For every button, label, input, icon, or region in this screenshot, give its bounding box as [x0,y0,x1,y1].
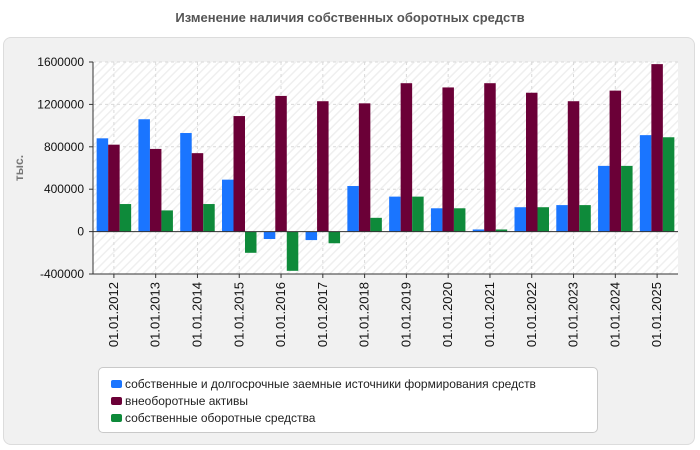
bar-series-2 [567,101,580,232]
x-tick-label: 01.01.2013 [148,282,163,347]
bar-series-3 [579,205,591,232]
x-tick-label: 01.01.2014 [189,282,204,347]
x-tick-label: 01.01.2021 [482,282,497,347]
bar-series-1 [556,205,568,232]
bar-series-3 [161,210,173,232]
bar-series-3 [119,204,132,232]
y-tick-label: 800000 [44,140,84,154]
bar-series-1 [514,207,526,232]
legend-label-working-capital: собственные оборотные средства [125,410,316,425]
y-tick-label: 400000 [44,182,84,196]
x-tick-label: 01.01.2018 [357,282,372,347]
bar-series-1 [263,231,276,240]
bar-series-1 [347,186,359,232]
y-axis-label: тыс. [12,155,26,181]
bar-series-1 [222,179,234,232]
bar-series-2 [400,83,413,232]
y-tick-label: -400000 [40,267,84,281]
legend-label-noncurrent-assets: внеоборотные активы [125,393,248,408]
y-tick-label: 1200000 [37,97,84,111]
bar-series-1 [305,231,318,241]
bar-series-3 [495,229,508,232]
bar-series-2 [484,83,496,232]
bar-series-1 [639,135,652,232]
bar-series-3 [621,165,633,232]
x-tick-label: 01.01.2019 [398,282,413,347]
bar-series-3 [245,231,257,253]
bar-series-2 [149,148,162,232]
x-tick-label: 01.01.2020 [440,282,455,347]
x-tick-label: 01.01.2016 [273,282,288,347]
x-tick-label: 01.01.2025 [649,282,664,347]
bar-series-3 [453,208,466,232]
bar-series-2 [526,92,538,232]
legend-swatch-noncurrent-assets [111,396,122,405]
legend-item-working-capital: собственные оборотные средства [99,409,597,426]
bar-series-1 [472,229,485,232]
y-tick-label: 0 [77,225,84,239]
bar-series-1 [389,196,401,232]
bar-series-3 [370,217,382,232]
x-tick-label: 01.01.2023 [566,282,581,347]
bar-series-2 [317,101,329,232]
bar-series-3 [537,207,549,232]
legend-swatch-working-capital [111,413,122,422]
bar-series-2 [275,95,287,232]
bar-series-2 [191,153,204,232]
legend: собственные и долгосрочные заемные источ… [98,367,598,433]
bar-series-1 [180,133,192,232]
bar-series-1 [430,208,443,232]
legend-item-sources: собственные и долгосрочные заемные источ… [99,375,597,392]
bar-series-3 [203,204,215,232]
legend-item-noncurrent-assets: внеоборотные активы [99,392,597,409]
x-tick-label: 01.01.2017 [315,282,330,347]
bar-series-2 [442,87,454,232]
bar-series-2 [233,116,245,232]
x-tick-label: 01.01.2024 [607,282,622,347]
bar-series-2 [651,64,663,232]
bar-series-3 [328,231,341,244]
bar-series-2 [609,90,622,232]
x-tick-label: 01.01.2015 [231,282,246,347]
x-tick-label: 01.01.2022 [524,282,539,347]
bar-series-1 [598,165,610,232]
bar-series-3 [662,137,675,232]
chart-title: Изменение наличия собственных оборотных … [175,10,525,25]
bar-series-2 [358,103,371,232]
bar-series-3 [286,231,299,271]
legend-swatch-sources [111,379,122,388]
y-tick-label: 1600000 [37,55,84,69]
bar-series-1 [96,138,109,232]
bar-series-3 [412,196,424,232]
bar-series-1 [138,119,150,232]
legend-label-sources: собственные и долгосрочные заемные источ… [125,376,536,391]
x-tick-label: 01.01.2012 [106,282,121,347]
bar-series-2 [108,144,120,232]
